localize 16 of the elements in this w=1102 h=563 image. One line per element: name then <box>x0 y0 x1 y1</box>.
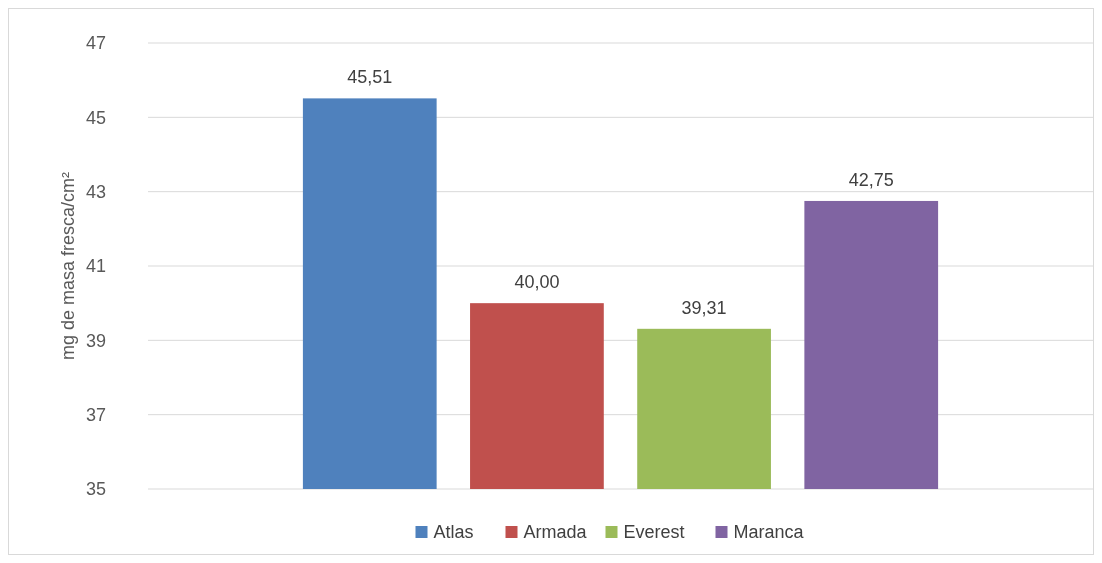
legend-label: Everest <box>623 522 685 542</box>
y-tick-label: 43 <box>85 181 107 202</box>
y-tick-label: 35 <box>85 479 107 500</box>
y-tick-label: 37 <box>85 404 107 425</box>
data-label: 39,31 <box>681 297 727 318</box>
data-label: 45,51 <box>347 67 393 88</box>
y-tick-label: 45 <box>85 107 107 128</box>
legend-label: Armada <box>523 522 588 542</box>
y-tick-label: 41 <box>85 256 107 277</box>
data-label: 42,75 <box>848 169 894 190</box>
y-axis-title: mg de masa fresca/cm² <box>58 171 78 361</box>
y-tick-label: 39 <box>85 330 107 351</box>
data-label: 40,00 <box>514 272 560 293</box>
legend-label: Atlas <box>433 522 474 542</box>
y-tick-label: 47 <box>85 33 107 54</box>
legend-label: Maranca <box>733 522 805 542</box>
